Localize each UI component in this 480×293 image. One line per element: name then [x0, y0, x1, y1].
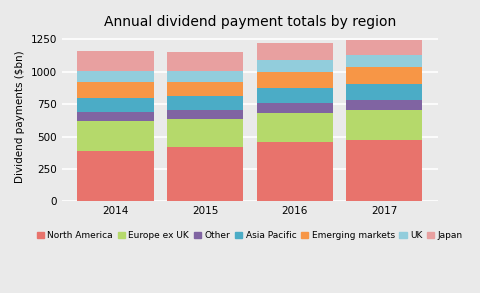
Bar — [167, 147, 243, 201]
Bar — [346, 110, 422, 140]
Bar — [77, 51, 154, 71]
Title: Annual dividend payment totals by region: Annual dividend payment totals by region — [104, 15, 396, 29]
Bar — [346, 100, 422, 110]
Bar — [167, 81, 243, 96]
Bar — [77, 151, 154, 201]
Bar — [256, 88, 333, 103]
Bar — [167, 71, 243, 81]
Y-axis label: Dividend payments ($bn): Dividend payments ($bn) — [15, 51, 25, 183]
Legend: North America, Europe ex UK, Other, Asia Pacific, Emerging markets, UK, Japan: North America, Europe ex UK, Other, Asia… — [36, 231, 463, 240]
Bar — [167, 96, 243, 110]
Bar — [256, 113, 333, 142]
Bar — [167, 119, 243, 147]
Bar — [167, 52, 243, 71]
Bar — [346, 55, 422, 67]
Bar — [346, 84, 422, 100]
Bar — [256, 60, 333, 72]
Bar — [256, 43, 333, 60]
Bar — [77, 112, 154, 121]
Bar — [77, 98, 154, 112]
Bar — [346, 67, 422, 84]
Bar — [167, 110, 243, 119]
Bar — [256, 103, 333, 113]
Bar — [77, 121, 154, 151]
Bar — [346, 140, 422, 201]
Bar — [256, 72, 333, 88]
Bar — [77, 71, 154, 82]
Bar — [346, 40, 422, 55]
Bar — [77, 82, 154, 98]
Bar — [256, 142, 333, 201]
